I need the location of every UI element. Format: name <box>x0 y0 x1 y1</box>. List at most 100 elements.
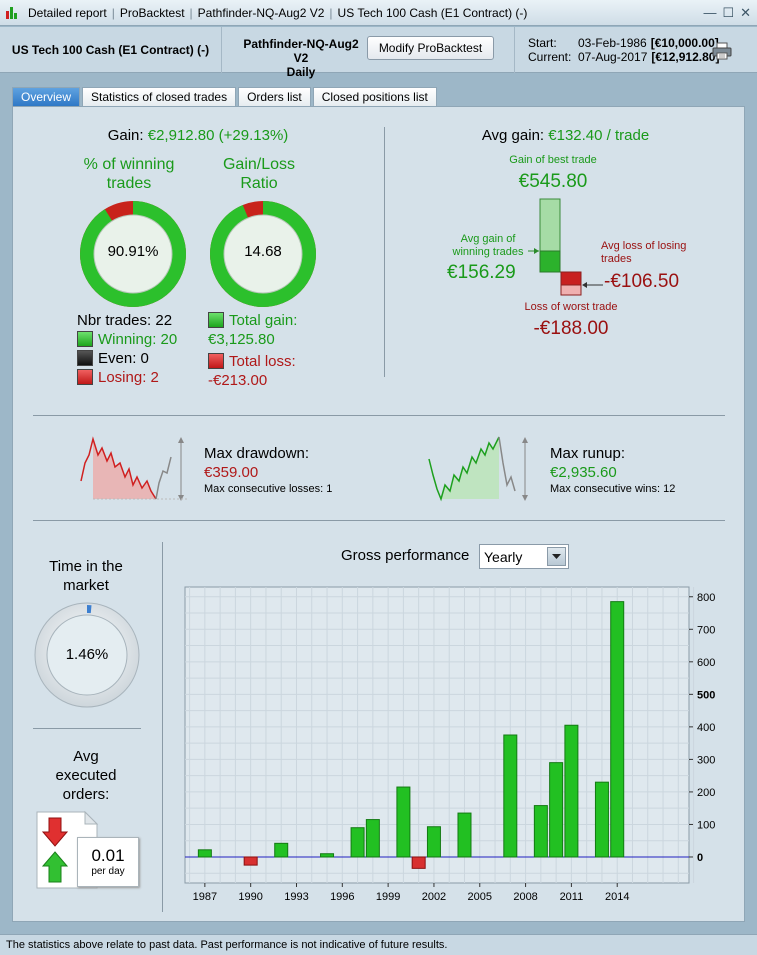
nbr-trades: Nbr trades: 22 <box>77 312 173 329</box>
x-tick-label: 2005 <box>468 891 492 903</box>
gain-loss-ratio-donut <box>210 201 316 307</box>
x-tick-label: 2011 <box>560 891 584 903</box>
y-tick-label: 700 <box>697 624 715 636</box>
avg-gain-label: Avg gain: <box>481 127 545 144</box>
y-tick-label: 0 <box>697 852 703 864</box>
breadcrumb-item[interactable]: US Tech 100 Cash (E1 Contract) (-) <box>337 5 528 20</box>
period-dropdown[interactable]: Yearly <box>479 544 569 569</box>
bar-2011 <box>564 724 579 858</box>
losing-legend-swatch <box>77 369 93 385</box>
bar-2004 <box>457 812 472 858</box>
max-consecutive-wins: Max consecutive wins: 12 <box>550 483 676 495</box>
total-loss: Total loss: -€213.00 <box>208 352 296 390</box>
chevron-down-icon[interactable] <box>547 547 566 566</box>
worst-trade-value: -€188.00 <box>533 318 609 339</box>
avg-winning-label: Avg gain of winning trades <box>452 233 524 258</box>
breadcrumb-item[interactable]: ProBacktest <box>119 5 185 20</box>
title-bar: Detailed report | ProBacktest | Pathfinder… <box>0 0 757 26</box>
time-in-market-gauge <box>34 602 140 708</box>
x-tick-label: 2014 <box>605 891 629 903</box>
instrument-name: US Tech 100 Cash (E1 Contract) (-) <box>0 27 222 73</box>
timeframe: Daily <box>286 65 316 79</box>
max-runup-value: €2,935.60 <box>550 464 617 481</box>
tab-closed-positions-list[interactable]: Closed positions list <box>312 87 437 106</box>
gross-performance-label: Gross performance <box>341 547 470 564</box>
tab-bar: Overview Statistics of closed trades Ord… <box>12 87 437 106</box>
total-gain-swatch <box>208 312 224 328</box>
winning-trades-donut <box>80 201 186 307</box>
divider <box>162 542 163 912</box>
avg-orders-unit: per day <box>91 866 125 877</box>
total-gain-label: Total gain: <box>229 312 298 329</box>
avg-losing-label: Avg loss of losing trades <box>601 240 687 265</box>
x-tick-label: 1996 <box>330 891 354 903</box>
bar-1995 <box>320 853 335 858</box>
gross-performance-chart: 1987 1990 1993 1996 1999 2002 2005 2008 2011 2014… <box>184 586 715 903</box>
avg-orders-value: 0.01 <box>91 846 125 865</box>
bar-2013 <box>594 781 609 858</box>
time-in-market-title: Time in the market <box>49 558 123 594</box>
bar-1990 <box>243 856 258 866</box>
print-icon[interactable] <box>712 42 732 60</box>
winning-trades-percent: 90.91% <box>107 243 159 260</box>
modify-probacktest-button[interactable]: Modify ProBacktest <box>367 36 494 60</box>
avg-executed-orders-title: Avg executed orders: <box>55 748 117 803</box>
breadcrumb-item[interactable]: Detailed report <box>28 5 107 20</box>
bar-2000 <box>396 786 411 858</box>
y-tick-label: 800 <box>697 592 715 604</box>
max-drawdown-value: €359.00 <box>204 464 259 481</box>
y-tick-label: 200 <box>697 787 715 799</box>
bar-1997 <box>350 827 365 858</box>
max-consecutive-losses: Max consecutive losses: 1 <box>204 483 333 495</box>
current-value: [€12,912.80] <box>651 50 720 64</box>
divider <box>33 520 725 521</box>
avg-gain-value: €132.40 / trade <box>548 127 650 144</box>
divider <box>33 728 141 729</box>
winning-trades-title: % of winning trades <box>83 156 175 192</box>
x-tick-label: 2008 <box>513 891 537 903</box>
divider <box>33 415 725 416</box>
gain-loss-ratio-value: 14.68 <box>244 243 282 260</box>
drawdown-graphic <box>80 436 187 501</box>
tab-overview[interactable]: Overview <box>12 87 81 106</box>
max-runup-label: Max runup: <box>550 445 626 462</box>
best-trade-label: Gain of best trade <box>509 154 597 166</box>
avg-winning-value: €156.29 <box>447 262 516 283</box>
total-gain: Total gain: €3,125.80 <box>208 311 297 349</box>
report-header: US Tech 100 Cash (E1 Contract) (-) Pathf… <box>0 27 757 79</box>
even-count: Even: 0 <box>98 350 149 367</box>
trade-counts: Nbr trades: 22 Winning: 20 Even: 0 Losin… <box>77 311 177 387</box>
tab-statistics-closed-trades[interactable]: Statistics of closed trades <box>82 87 237 106</box>
x-tick-label: 2002 <box>422 891 446 903</box>
total-loss-swatch <box>208 353 224 369</box>
overview-panel: Gain: €2,912.80 (+29.13%) % of winning t… <box>12 106 745 922</box>
trade-range-graphic <box>528 198 603 296</box>
minimize-icon[interactable]: — <box>703 5 717 20</box>
x-tick-label: 1993 <box>284 891 308 903</box>
current-label: Current: <box>528 50 572 64</box>
bar-2007 <box>503 734 518 858</box>
breadcrumb-item[interactable]: Pathfinder-NQ-Aug2 V2 <box>197 5 325 20</box>
y-tick-label: 400 <box>697 722 715 734</box>
x-tick-label: 1987 <box>193 891 217 903</box>
winning-legend-swatch <box>77 331 93 347</box>
best-trade-value: €545.80 <box>518 171 588 192</box>
bar-1998 <box>365 819 380 858</box>
current-date: 07-Aug-2017 <box>578 50 648 64</box>
start-label: Start: <box>528 36 557 50</box>
breadcrumb: Detailed report | ProBacktest | Pathfinder… <box>23 6 532 20</box>
y-tick-label: 600 <box>697 657 715 669</box>
strategy-name: Pathfinder-NQ-Aug2 V2 <box>243 37 359 65</box>
start-date: 03-Feb-1986 <box>578 36 647 50</box>
bar-1987 <box>197 849 212 858</box>
y-tick-label: 500 <box>697 689 715 701</box>
avg-orders-box: 0.01 per day <box>77 837 139 887</box>
maximize-icon[interactable]: ☐ <box>722 5 735 20</box>
start-value: [€10,000.00] <box>650 36 719 50</box>
bar-2014 <box>610 601 625 858</box>
report-icon <box>5 6 19 20</box>
close-icon[interactable]: ✕ <box>740 5 751 20</box>
max-runup: Max runup: €2,935.60 Max consecutive win… <box>550 444 675 496</box>
avg-gain-summary: Avg gain: €132.40 / trade <box>385 127 746 144</box>
tab-orders-list[interactable]: Orders list <box>238 87 311 106</box>
